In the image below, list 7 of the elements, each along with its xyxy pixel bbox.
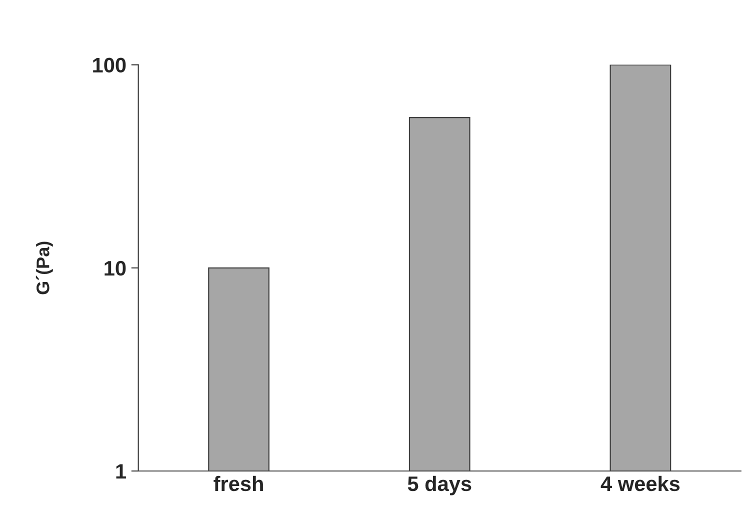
y-tick-label: 100 (93, 58, 126, 73)
x-tick-label: 4 weeks (600, 476, 680, 492)
x-tick-label: 5 days (408, 476, 472, 496)
y-axis-title: G´(Pa) (36, 242, 53, 294)
y-tick-label: 10 (104, 260, 126, 276)
y-tick-label: 1 (116, 464, 126, 479)
x-tick-label: fresh (214, 476, 263, 492)
